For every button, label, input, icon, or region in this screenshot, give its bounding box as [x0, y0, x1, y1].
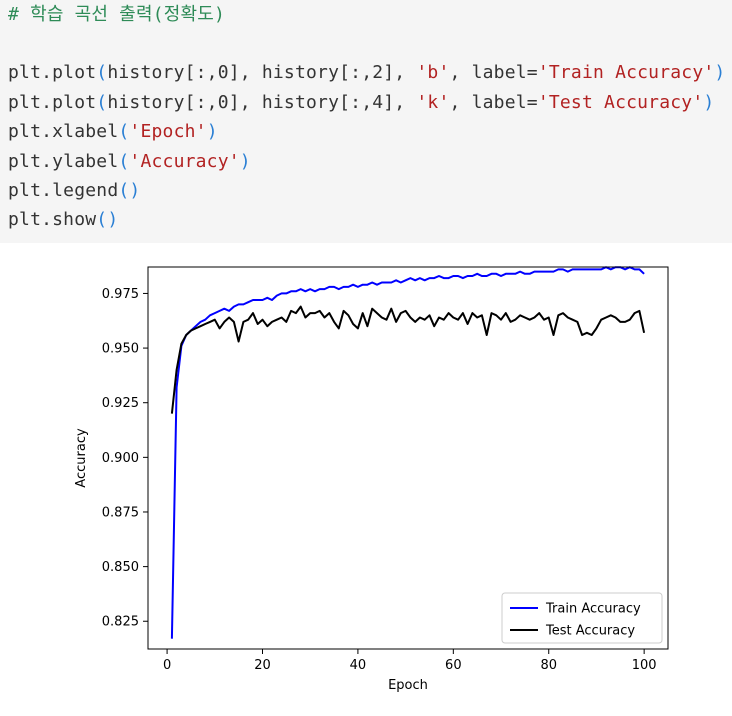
code-open-paren: ( — [96, 62, 108, 83]
code-string: 'Train Accuracy' — [537, 62, 715, 83]
series-line-test — [170, 305, 646, 414]
x-axis-label: Epoch — [388, 678, 428, 693]
legend-label-test: Test Accuracy — [545, 624, 635, 639]
code-open-paren: ( — [118, 180, 130, 201]
code-close-paren: ) — [107, 209, 119, 230]
axes-frame — [147, 266, 669, 650]
x-tick-label: 0 — [163, 658, 171, 673]
legend-label-train: Train Accuracy — [545, 602, 641, 617]
y-axis: 0.825 0.850 0.875 0.900 0.925 0.950 0.975 — [102, 287, 148, 630]
code-close-paren: ) — [703, 92, 715, 113]
code-comment: # 학습 곡선 출력(정확도) — [8, 4, 226, 25]
code-close-paren: ) — [206, 121, 218, 142]
code-string: 'b' — [416, 62, 450, 83]
code-line-ylabel: plt.ylabel('Accuracy') — [8, 151, 251, 173]
y-tick-label: 0.975 — [102, 287, 139, 302]
code-kwarg: , label= — [449, 62, 538, 83]
code-string: 'Epoch' — [129, 121, 207, 142]
code-line-plot-train: plt.plot(history[:,0], history[:,2], 'b'… — [8, 62, 725, 84]
y-tick-label: 0.850 — [102, 560, 139, 575]
code-func: plt.plot — [8, 92, 97, 113]
series-line-train — [170, 266, 645, 639]
x-tick-label: 20 — [254, 658, 271, 673]
code-line-show: plt.show() — [8, 209, 118, 231]
code-func: plt.legend — [8, 180, 119, 201]
code-cell[interactable]: # 학습 곡선 출력(정확도) plt.plot(history[:,0], h… — [0, 0, 732, 243]
code-open-paren: ( — [96, 209, 108, 230]
code-open-paren: ( — [96, 92, 108, 113]
y-tick-label: 0.925 — [102, 396, 139, 411]
code-string: 'k' — [416, 92, 450, 113]
x-tick-label: 60 — [445, 658, 462, 673]
code-close-paren: ) — [714, 62, 726, 83]
code-line-legend: plt.legend() — [8, 180, 140, 202]
plot-lines — [170, 266, 646, 639]
x-tick-label: 100 — [632, 658, 657, 673]
y-tick-label: 0.950 — [102, 342, 139, 357]
code-kwarg: , label= — [449, 92, 538, 113]
code-line-comment: # 학습 곡선 출력(정확도) — [8, 4, 225, 26]
code-close-paren: ) — [129, 180, 141, 201]
accuracy-chart: 0 20 40 60 80 100 0.8250.8500.8750.9000.9250.… — [74, 266, 669, 693]
code-args: history[:,0], history[:,4], — [107, 92, 417, 113]
code-string: 'Test Accuracy' — [537, 92, 704, 113]
code-open-paren: ( — [118, 121, 130, 142]
y-tick-label: 0.900 — [102, 451, 139, 466]
code-func: plt.plot — [8, 62, 97, 83]
cell-output: 0 20 40 60 80 100 0.825 0.850 0.875 0.900 0.925 0.… — [0, 243, 732, 716]
y-tick-label: 0.825 — [102, 615, 139, 630]
code-args: history[:,0], history[:,2], — [107, 62, 417, 83]
code-func: plt.xlabel — [8, 121, 119, 142]
code-line-xlabel: plt.xlabel('Epoch') — [8, 121, 218, 143]
code-line-plot-test: plt.plot(history[:,0], history[:,4], 'k'… — [8, 92, 714, 114]
code-func: plt.ylabel — [8, 151, 119, 172]
code-open-paren: ( — [118, 151, 130, 172]
x-tick-label: 40 — [350, 658, 367, 673]
code-close-paren: ) — [239, 151, 251, 172]
legend-box — [501, 592, 663, 644]
x-tick-label: 80 — [540, 658, 557, 673]
y-axis-label: Accuracy — [74, 428, 89, 488]
code-func: plt.show — [8, 209, 97, 230]
legend: Train Accuracy Test Accuracy — [501, 592, 663, 644]
code-string: 'Accuracy' — [129, 151, 240, 172]
y-tick-label: 0.875 — [102, 505, 139, 520]
x-axis: 0 20 40 60 80 100 — [163, 649, 657, 673]
